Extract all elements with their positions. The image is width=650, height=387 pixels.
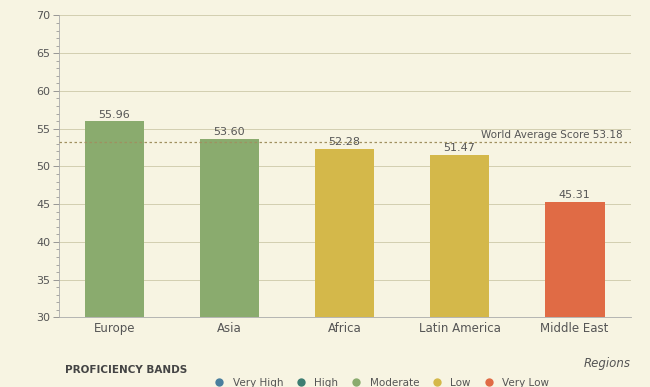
Text: PROFICIENCY BANDS: PROFICIENCY BANDS — [65, 365, 187, 375]
Bar — [545, 202, 604, 387]
Text: 52.28: 52.28 — [328, 137, 361, 147]
Bar — [315, 149, 374, 387]
Text: Regions: Regions — [584, 356, 630, 370]
Text: 53.60: 53.60 — [214, 127, 245, 137]
Legend: Very High, High, Moderate, Low, Very Low: Very High, High, Moderate, Low, Very Low — [204, 374, 553, 387]
Bar — [84, 122, 144, 387]
Bar — [200, 139, 259, 387]
Text: 45.31: 45.31 — [559, 190, 590, 200]
Text: 51.47: 51.47 — [443, 144, 476, 153]
Text: 55.96: 55.96 — [99, 110, 130, 120]
Bar — [430, 155, 489, 387]
Text: World Average Score 53.18: World Average Score 53.18 — [481, 130, 623, 140]
